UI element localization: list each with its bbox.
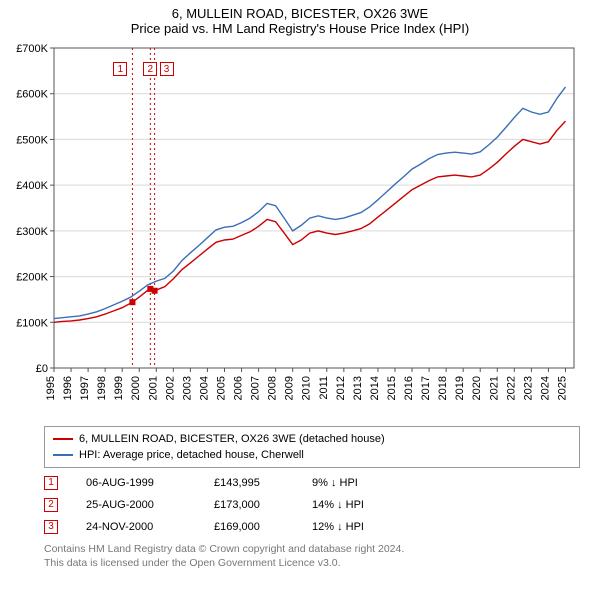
svg-text:2018: 2018 xyxy=(437,376,449,400)
transaction-price: £169,000 xyxy=(214,516,284,538)
transaction-date: 24-NOV-2000 xyxy=(86,516,186,538)
svg-text:2022: 2022 xyxy=(505,376,517,400)
transaction-diff: 12% ↓ HPI xyxy=(312,516,402,538)
svg-text:2025: 2025 xyxy=(556,376,568,400)
transaction-row: 3 24-NOV-2000 £169,000 12% ↓ HPI xyxy=(44,516,580,538)
event-marker-2: 2 xyxy=(143,62,157,76)
svg-text:2013: 2013 xyxy=(352,376,364,400)
transaction-price: £143,995 xyxy=(214,472,284,494)
attribution-line-1: Contains HM Land Registry data © Crown c… xyxy=(44,542,580,556)
svg-text:2020: 2020 xyxy=(471,376,483,400)
svg-text:£500K: £500K xyxy=(16,134,48,146)
attribution-line-2: This data is licensed under the Open Gov… xyxy=(44,556,580,570)
legend-item: HPI: Average price, detached house, Cher… xyxy=(53,447,571,463)
svg-text:£400K: £400K xyxy=(16,180,48,192)
svg-text:2019: 2019 xyxy=(454,376,466,400)
transaction-diff: 14% ↓ HPI xyxy=(312,494,402,516)
svg-text:1998: 1998 xyxy=(96,376,108,400)
transaction-diff: 9% ↓ HPI xyxy=(312,472,402,494)
svg-text:2016: 2016 xyxy=(403,376,415,400)
svg-text:2014: 2014 xyxy=(369,376,381,400)
legend: 6, MULLEIN ROAD, BICESTER, OX26 3WE (det… xyxy=(44,426,580,468)
svg-text:2001: 2001 xyxy=(147,376,159,400)
svg-text:2024: 2024 xyxy=(539,376,551,400)
svg-text:2021: 2021 xyxy=(488,376,500,400)
svg-text:£700K: £700K xyxy=(16,43,48,55)
legend-swatch xyxy=(53,454,73,456)
legend-label: HPI: Average price, detached house, Cher… xyxy=(79,447,304,463)
chart-subtitle: Price paid vs. HM Land Registry's House … xyxy=(0,21,600,40)
svg-text:£300K: £300K xyxy=(16,226,48,238)
svg-text:2012: 2012 xyxy=(335,376,347,400)
svg-text:2008: 2008 xyxy=(267,376,279,400)
chart-container: 6, MULLEIN ROAD, BICESTER, OX26 3WE Pric… xyxy=(0,0,600,590)
svg-text:2009: 2009 xyxy=(284,376,296,400)
legend-item: 6, MULLEIN ROAD, BICESTER, OX26 3WE (det… xyxy=(53,431,571,447)
svg-text:£0: £0 xyxy=(36,363,48,375)
transaction-row: 1 06-AUG-1999 £143,995 9% ↓ HPI xyxy=(44,472,580,494)
svg-text:2004: 2004 xyxy=(198,376,210,400)
event-marker-3: 3 xyxy=(160,62,174,76)
svg-text:1997: 1997 xyxy=(79,376,91,400)
svg-text:2011: 2011 xyxy=(318,376,330,400)
svg-text:2023: 2023 xyxy=(522,376,534,400)
svg-text:1999: 1999 xyxy=(113,376,125,400)
transaction-row: 2 25-AUG-2000 £173,000 14% ↓ HPI xyxy=(44,494,580,516)
svg-text:2002: 2002 xyxy=(164,376,176,400)
svg-text:2007: 2007 xyxy=(250,376,262,400)
transaction-marker: 2 xyxy=(44,498,58,512)
svg-text:2000: 2000 xyxy=(130,376,142,400)
transaction-marker: 1 xyxy=(44,476,58,490)
svg-text:2017: 2017 xyxy=(420,376,432,400)
legend-label: 6, MULLEIN ROAD, BICESTER, OX26 3WE (det… xyxy=(79,431,385,447)
chart-svg: £0 £100K £200K £300K £400K £500K £600K £700K 199… xyxy=(10,40,590,420)
transaction-marker: 3 xyxy=(44,520,58,534)
svg-text:2006: 2006 xyxy=(233,376,245,400)
transaction-date: 06-AUG-1999 xyxy=(86,472,186,494)
svg-text:£600K: £600K xyxy=(16,89,48,101)
transaction-price: £173,000 xyxy=(214,494,284,516)
transaction-date: 25-AUG-2000 xyxy=(86,494,186,516)
legend-swatch xyxy=(53,438,73,440)
chart-title: 6, MULLEIN ROAD, BICESTER, OX26 3WE xyxy=(0,0,600,21)
svg-text:2010: 2010 xyxy=(301,376,313,400)
svg-text:£100K: £100K xyxy=(16,317,48,329)
svg-text:£200K: £200K xyxy=(16,272,48,284)
transactions-table: 1 06-AUG-1999 £143,995 9% ↓ HPI 2 25-AUG-2000… xyxy=(44,472,580,538)
attribution: Contains HM Land Registry data © Crown c… xyxy=(44,542,580,570)
svg-text:2003: 2003 xyxy=(181,376,193,400)
svg-text:1996: 1996 xyxy=(62,376,74,400)
chart-plot-area: £0 £100K £200K £300K £400K £500K £600K £700K 199… xyxy=(10,40,590,420)
svg-text:2015: 2015 xyxy=(386,376,398,400)
event-marker-1: 1 xyxy=(113,62,127,76)
svg-text:2005: 2005 xyxy=(215,376,227,400)
svg-text:1995: 1995 xyxy=(45,376,57,400)
